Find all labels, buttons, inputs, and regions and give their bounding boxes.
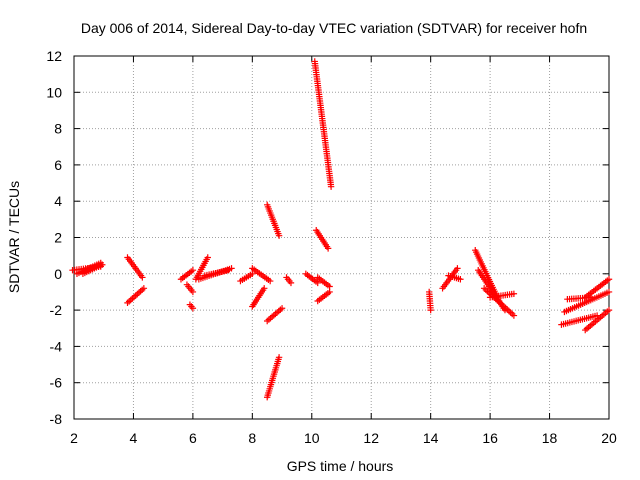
data-point [327, 183, 335, 190]
data-points [69, 58, 613, 401]
y-axis-label: SDTVAR / TECUs [6, 181, 22, 293]
x-tick-label: 2 [70, 430, 78, 446]
data-point [427, 306, 434, 314]
x-axis-label: GPS time / hours [287, 458, 394, 474]
data-point [266, 277, 274, 285]
data-point [326, 288, 333, 296]
data-point [225, 266, 232, 274]
y-tick-label: -2 [50, 302, 63, 318]
data-point [189, 305, 197, 312]
data-point [324, 245, 332, 252]
x-tick-label: 12 [363, 430, 379, 446]
data-point [99, 261, 106, 268]
chart-title: Day 006 of 2014, Sidereal Day-to-day VTE… [81, 20, 587, 36]
data-point [204, 254, 211, 261]
data-point [139, 274, 146, 281]
data-point [261, 285, 268, 292]
data-point [275, 232, 283, 239]
gridlines [74, 56, 609, 419]
y-tick-label: 0 [54, 266, 62, 282]
x-tick-label: 14 [423, 430, 439, 446]
y-tick-label: 12 [46, 48, 62, 64]
data-point [605, 306, 613, 314]
data-point [275, 354, 283, 361]
x-tick-label: 16 [482, 430, 498, 446]
y-tick-label: 6 [54, 157, 62, 173]
data-point [605, 276, 613, 283]
data-point [454, 265, 461, 272]
data-point [457, 276, 464, 283]
data-point [278, 305, 286, 312]
y-tick-label: -8 [50, 411, 63, 427]
axis-ticks: 2 4 6 8 10 12 14 16 18 20 -8 -6 -4 -2 0 2 4 6 8 10 12 [46, 48, 617, 446]
data-point [189, 288, 197, 296]
y-tick-label: -6 [50, 375, 63, 391]
x-tick-label: 20 [601, 430, 617, 446]
x-tick-label: 4 [130, 430, 138, 446]
data-point [140, 285, 148, 292]
x-tick-label: 6 [189, 430, 197, 446]
data-point [326, 283, 333, 290]
data-point [189, 266, 197, 274]
y-tick-label: -4 [50, 338, 63, 354]
y-tick-label: 2 [54, 230, 62, 246]
data-point [605, 288, 613, 296]
x-tick-label: 18 [542, 430, 558, 446]
y-tick-label: 10 [46, 84, 62, 100]
x-tick-label: 8 [248, 430, 256, 446]
data-point [249, 270, 256, 277]
data-point [287, 279, 295, 287]
y-tick-label: 4 [54, 193, 62, 209]
data-point [314, 279, 321, 287]
y-tick-label: 8 [54, 121, 62, 137]
data-point [510, 312, 518, 319]
data-point [510, 290, 518, 297]
x-tick-label: 10 [304, 430, 320, 446]
